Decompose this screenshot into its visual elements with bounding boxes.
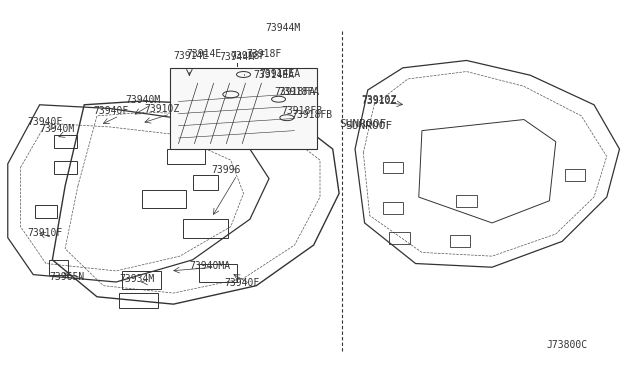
Text: 73944M: 73944M: [266, 23, 301, 33]
Text: 73934M: 73934M: [119, 274, 154, 284]
Text: 73914EA: 73914EA: [259, 69, 301, 79]
Text: 73918FA: 73918FA: [274, 87, 316, 97]
Text: SUNROOF: SUNROOF: [339, 119, 387, 129]
Bar: [141, 190, 186, 208]
Text: 73965N: 73965N: [49, 272, 84, 282]
Bar: [167, 149, 205, 164]
Text: 73996: 73996: [212, 165, 241, 175]
Text: 73914E: 73914E: [186, 49, 221, 59]
Text: 73918FB: 73918FB: [291, 109, 332, 119]
Bar: [122, 271, 161, 289]
Bar: [199, 263, 237, 282]
Text: 73918FA: 73918FA: [278, 87, 320, 97]
Text: 73914EA: 73914EA: [253, 70, 294, 80]
Text: 73940F: 73940F: [27, 117, 62, 127]
Text: 73914E: 73914E: [173, 51, 209, 61]
Text: SUNROOF: SUNROOF: [346, 121, 393, 131]
Text: 73910Z: 73910Z: [145, 104, 180, 114]
Text: 73944M: 73944M: [220, 52, 255, 62]
Bar: [119, 293, 157, 308]
Text: 73940F: 73940F: [225, 278, 260, 288]
Text: 73940MA: 73940MA: [189, 261, 230, 271]
Bar: [170, 68, 317, 149]
Text: 73918FB: 73918FB: [282, 106, 323, 116]
Text: 73918F: 73918F: [231, 51, 266, 61]
Text: 73910Z: 73910Z: [362, 95, 397, 105]
Text: 73918F: 73918F: [246, 49, 282, 59]
Text: J73800C: J73800C: [547, 340, 588, 350]
Text: 73940M: 73940M: [40, 124, 75, 134]
Text: 73940M: 73940M: [125, 95, 161, 105]
Text: 73940F: 73940F: [94, 106, 129, 116]
Bar: [183, 219, 228, 238]
Text: 73910F: 73910F: [27, 228, 62, 238]
Text: 73910Z: 73910Z: [362, 96, 397, 106]
